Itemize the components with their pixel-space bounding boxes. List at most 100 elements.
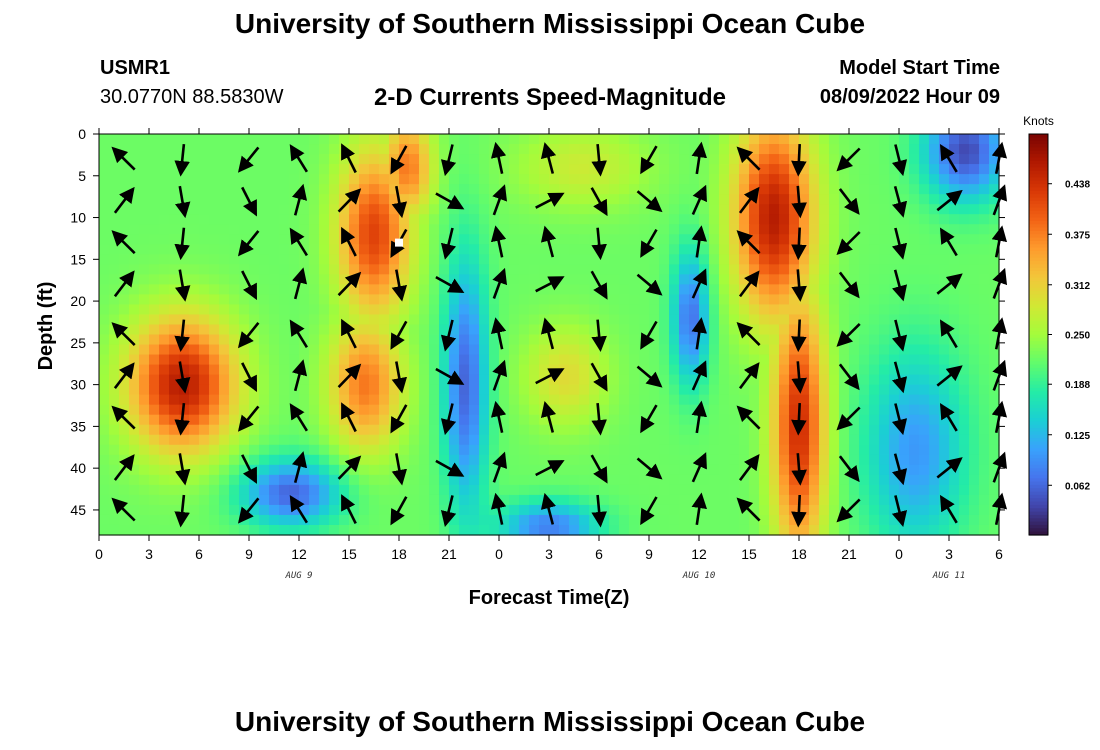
heatmap-cell <box>139 464 150 476</box>
colorbar-segment <box>1029 234 1048 239</box>
heatmap-cell <box>659 524 670 536</box>
x-tick-label: 0 <box>895 546 903 562</box>
heatmap-cell <box>689 284 700 296</box>
heatmap-cell <box>99 504 110 516</box>
heatmap-cell <box>289 314 300 326</box>
heatmap-cell <box>119 484 130 496</box>
heatmap-cell <box>609 324 620 336</box>
heatmap-cell <box>379 264 390 275</box>
heatmap-cell <box>969 434 980 446</box>
heatmap-cell <box>509 164 520 175</box>
heatmap-cell <box>929 434 940 446</box>
heatmap-cell <box>939 254 950 265</box>
heatmap-cell <box>129 394 140 406</box>
heatmap-cell <box>699 524 710 536</box>
heatmap-cell <box>209 224 220 235</box>
heatmap-cell <box>129 494 140 506</box>
heatmap-cell <box>279 394 290 406</box>
heatmap-cell <box>169 484 180 496</box>
heatmap-cell <box>539 154 550 165</box>
heatmap-cell <box>879 284 890 296</box>
heatmap-cell <box>129 464 140 476</box>
heatmap-cell <box>839 264 850 275</box>
heatmap-cell <box>539 334 550 346</box>
heatmap-cell <box>119 264 130 275</box>
heatmap-cell <box>509 424 520 436</box>
x-tick-label: 12 <box>291 546 307 562</box>
colorbar-segment <box>1029 391 1048 396</box>
heatmap-cell <box>579 414 590 426</box>
heatmap-cell <box>149 364 160 376</box>
heatmap-cell <box>779 184 790 195</box>
heatmap-cell <box>179 134 190 145</box>
current-vector <box>490 492 507 525</box>
heatmap-cell <box>639 204 650 215</box>
heatmap-cell <box>189 424 200 436</box>
heatmap-cell <box>659 344 670 356</box>
heatmap-cell <box>559 524 570 536</box>
current-vector <box>241 270 257 301</box>
heatmap-cell <box>969 264 980 275</box>
heatmap-cell <box>799 314 810 326</box>
heatmap-cell <box>409 144 420 155</box>
heatmap-cell <box>309 184 320 195</box>
heatmap-cell <box>179 174 190 185</box>
heatmap-cell <box>379 254 390 265</box>
heatmap-cell <box>199 164 210 175</box>
heatmap-cell <box>429 374 440 386</box>
colorbar-segment <box>1029 194 1048 199</box>
heatmap-cell <box>359 424 370 436</box>
heatmap-cell <box>599 304 610 316</box>
heatmap-cell <box>869 214 880 225</box>
colorbar-segment <box>1029 384 1048 389</box>
heatmap-cell <box>949 174 960 185</box>
heatmap-cell <box>559 224 570 235</box>
heatmap-cell <box>609 204 620 215</box>
heatmap-cell <box>199 444 210 456</box>
heatmap-cell <box>589 204 600 215</box>
heatmap-cell <box>829 404 840 416</box>
heatmap-cell <box>569 314 580 326</box>
heatmap-cell <box>359 134 370 145</box>
current-vector <box>237 405 260 432</box>
heatmap-cell <box>389 254 400 265</box>
heatmap-cell <box>849 264 860 275</box>
page-title: University of Southern Mississippi Ocean… <box>234 8 866 39</box>
heatmap-cell <box>929 424 940 436</box>
heatmap-cell <box>119 184 130 195</box>
heatmap-cell <box>329 394 340 406</box>
heatmap-cell <box>789 364 800 376</box>
heatmap-cell <box>199 134 210 145</box>
heatmap-cell <box>649 384 660 396</box>
heatmap-cell <box>659 174 670 185</box>
heatmap-cell <box>679 474 690 486</box>
heatmap-cell <box>819 184 830 195</box>
heatmap-cell <box>799 134 810 145</box>
heatmap-cell <box>459 174 470 185</box>
heatmap-cell <box>579 474 590 486</box>
heatmap-cell <box>449 274 460 285</box>
heatmap-cell <box>919 494 930 506</box>
heatmap-cell <box>549 424 560 436</box>
heatmap-cell <box>769 144 780 155</box>
heatmap-cell <box>479 224 490 235</box>
heatmap-cell <box>139 444 150 456</box>
heatmap-cell <box>459 494 470 506</box>
current-vector <box>490 400 507 433</box>
heatmap-cell <box>939 334 950 346</box>
heatmap-cell <box>609 314 620 326</box>
heatmap-cell <box>169 184 180 195</box>
heatmap-cell <box>329 504 340 516</box>
heatmap-cell <box>299 434 310 446</box>
heatmap-cell <box>729 334 740 346</box>
heatmap-cell <box>349 344 360 356</box>
current-vector <box>289 319 309 348</box>
heatmap-cell <box>169 334 180 346</box>
heatmap-cell <box>729 504 740 516</box>
heatmap-cell <box>839 214 850 225</box>
x-tick-label: 6 <box>595 546 603 562</box>
heatmap-cell <box>919 364 930 376</box>
heatmap-cell <box>829 134 840 145</box>
current-vector <box>341 494 357 524</box>
heatmap-cell <box>619 304 630 316</box>
